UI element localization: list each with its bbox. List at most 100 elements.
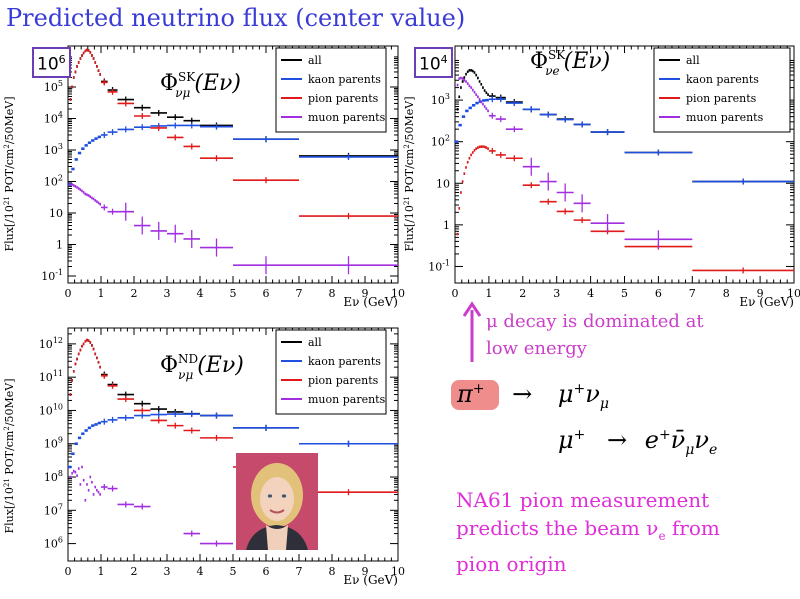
decay-arrow: → [606, 426, 628, 454]
x-axis-label: Eν (GeV) [343, 573, 398, 587]
x-tick-label: 5 [230, 287, 237, 300]
x-tick-label: 10 [787, 287, 800, 300]
x-tick-label: 8 [329, 287, 336, 300]
e-charge: + [658, 427, 671, 443]
y-axis-label-part: /50MeV] [3, 96, 16, 144]
series-muon-parents [69, 465, 233, 547]
y-axis-label-part: Flux[/10 [3, 487, 16, 533]
x-tick-label: 4 [197, 565, 204, 578]
x-tick-label: 3 [164, 565, 171, 578]
x-tick-label: 4 [197, 287, 204, 300]
title-sub: νμ [175, 86, 190, 100]
y-tick-label: 109 [44, 436, 63, 451]
y-tick-label: 10 [49, 207, 63, 220]
mu-charge: + [573, 381, 586, 397]
x-tick-label: 4 [587, 287, 594, 300]
pi-charge: + [472, 381, 485, 397]
y-tick-label: 1012 [39, 336, 63, 351]
muon-decay-equation: μ+ → e+ν̄μνe [558, 426, 717, 458]
y-tick-exponent: 8 [58, 469, 63, 478]
y-axis-label-part: 2 [403, 144, 411, 148]
x-tick-label: 5 [621, 287, 628, 300]
na61-line-2-suffix: from [665, 516, 720, 540]
na61-line-2: predicts the beam νe from [456, 514, 720, 550]
y-tick-label: 10-1 [41, 268, 63, 283]
y-tick-label: 1011 [39, 369, 63, 384]
y-tick-exponent: 12 [53, 336, 63, 345]
y-axis-label-part: 21 [403, 196, 411, 205]
series-kaon-parents [455, 96, 794, 185]
exponent-label-sk-numu: 106 [32, 47, 71, 78]
series-pion-parents [456, 145, 794, 274]
series-muon-parents [456, 76, 693, 249]
y-tick-label: 10-1 [428, 258, 450, 273]
legend-label: kaon parents [686, 73, 759, 86]
y-axis-label-part: Flux[/10 [403, 205, 416, 251]
mu-symbol: μ [558, 426, 574, 454]
mu-decay-line-1: μ decay is dominated at [486, 311, 704, 332]
exponent-label-sk-nue: 104 [414, 47, 453, 78]
x-tick-label: 7 [296, 287, 303, 300]
chart-title: ΦND νμ (Eν) [160, 352, 244, 382]
nu-flavour: μ [599, 395, 609, 412]
legend-label: pion parents [308, 92, 379, 105]
mu-symbol: μ [557, 380, 574, 408]
chart-title: ΦSK νe (Eν) [530, 48, 610, 78]
y-tick-label: 1010 [39, 402, 63, 417]
title-sup: ND [178, 352, 198, 366]
legend-label: muon parents [308, 111, 386, 124]
na61-line-1: NA61 pion measurement [456, 488, 710, 512]
up-arrow-icon [462, 301, 482, 362]
y-tick-base: 10 [44, 538, 58, 551]
na61-annotation: NA61 pion measurement predicts the beam … [456, 486, 720, 578]
legend-label: pion parents [308, 374, 379, 387]
y-tick-base: 10 [436, 177, 450, 190]
y-tick-label: 102 [431, 134, 450, 149]
series-pion-parents [69, 48, 398, 220]
y-axis-label-part: 2 [3, 426, 11, 430]
legend: all kaon parents pion parents muon parents [275, 329, 387, 415]
y-tick-label: 103 [431, 92, 450, 107]
nu-symbol: ν [694, 426, 709, 454]
nu-symbol: ν [585, 380, 600, 408]
mu-decay-line-2: low energy [486, 338, 587, 359]
x-tick-label: 6 [655, 287, 662, 300]
exponent-power: 6 [58, 53, 66, 66]
y-tick-exponent: -1 [442, 258, 450, 267]
y-axis-label-part: /50MeV] [3, 378, 16, 426]
mu-decay-annotation: μ decay is dominated at low energy [486, 308, 704, 362]
chart-nd-numu: 0 1 2 3 4 5 6 7 8 9 10 106 107 108 109 1010 1011 1012 all k… [0, 322, 410, 599]
y-tick-base: 10 [431, 94, 445, 107]
x-tick-label: 10 [391, 287, 405, 300]
exponent-base: 10 [37, 54, 59, 75]
nubar-flavour: μ [685, 441, 695, 458]
y-axis-label: Flux[/1021 POT/cm2/50MeV] [3, 96, 16, 251]
x-tick-label: 1 [98, 565, 105, 578]
chart-title: ΦSK νμ (Eν) [160, 70, 241, 100]
y-tick-base: 1 [56, 239, 63, 252]
title-sup: SK [178, 70, 196, 84]
y-tick-base: 10 [44, 144, 58, 157]
y-axis-label-part: POT/cm [3, 148, 16, 196]
y-tick-exponent: 2 [58, 173, 63, 182]
y-axis-label-part: 21 [3, 478, 11, 487]
legend-label: kaon parents [308, 73, 381, 86]
y-tick-label: 108 [44, 469, 63, 484]
person-portrait-image [236, 453, 318, 550]
y-tick-label: 102 [44, 173, 63, 188]
x-tick-label: 10 [391, 565, 405, 578]
y-tick-base: 10 [44, 471, 58, 484]
y-tick-exponent: 5 [58, 79, 63, 88]
y-tick-base: 1 [443, 219, 450, 232]
y-axis-label-part: POT/cm [403, 148, 416, 196]
y-tick-base: 10 [44, 504, 58, 517]
x-tick-label: 2 [131, 287, 138, 300]
nu-symbol: ν [646, 516, 659, 540]
y-tick-label: 1 [56, 239, 63, 252]
y-tick-exponent: 6 [58, 536, 63, 545]
pion-decay-equation: π+ → μ+νμ [457, 380, 609, 412]
nubar-symbol: ν̄ [670, 426, 686, 454]
y-tick-label: 1 [443, 219, 450, 232]
